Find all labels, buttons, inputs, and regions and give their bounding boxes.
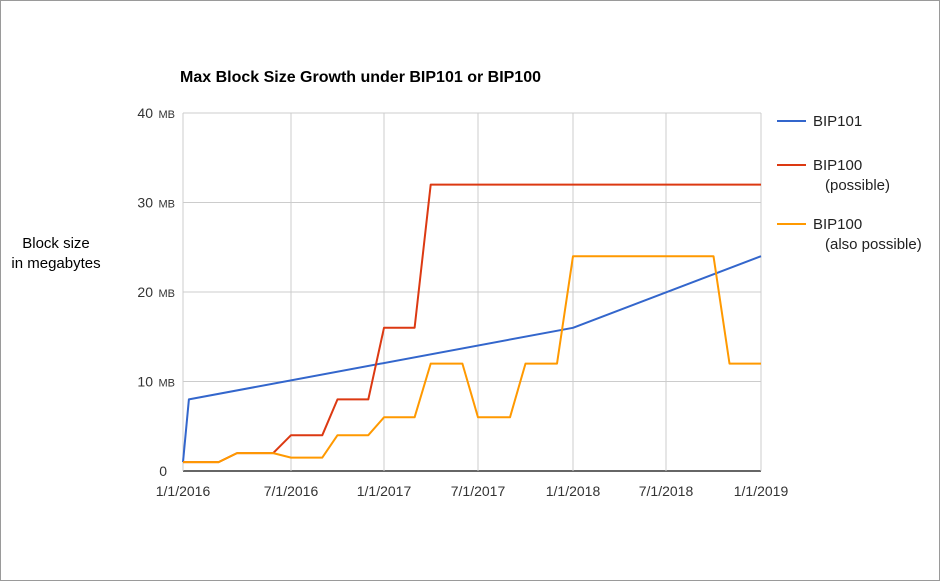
x-tick-label-0: 1/1/2016 [156, 483, 211, 499]
legend-label-0-0: BIP101 [813, 113, 862, 130]
x-tick-label-2: 1/1/2017 [357, 483, 412, 499]
y-tick-unit-30: MB [159, 199, 176, 211]
series-lines [182, 183, 762, 464]
legend-label-1-0: BIP100 [813, 157, 862, 174]
y-tick-label-40: 40 [137, 105, 153, 121]
legend-label-2-0: BIP100 [813, 216, 862, 233]
legend-label-1-1: (possible) [825, 177, 890, 194]
legend-label-2-1: (also possible) [825, 236, 922, 253]
legend: BIP101 BIP100 (possible) BIP100 (also possib… [777, 113, 922, 253]
gridlines [182, 112, 762, 472]
y-tick-unit-40: MB [159, 109, 176, 121]
x-tick-label-6: 1/1/2019 [734, 483, 789, 499]
x-tick-label-4: 1/1/2018 [546, 483, 601, 499]
x-axis-ticks: 1/1/2016 7/1/2016 1/1/2017 7/1/2017 1/1/2018… [156, 483, 789, 499]
series-line-2 [183, 255, 761, 464]
y-tick-label-10: 10 [137, 374, 153, 390]
y-tick-unit-20: MB [159, 288, 176, 300]
chart-title: Max Block Size Growth under BIP101 or BI… [180, 69, 541, 86]
y-tick-unit-10: MB [159, 378, 176, 390]
x-tick-label-1: 7/1/2016 [264, 483, 319, 499]
y-axis-ticks: 0 MB 10 MB 20 MB 30 MB 40 [137, 105, 175, 479]
y-tick-label-20: 20 [137, 284, 153, 300]
x-tick-label-5: 7/1/2018 [639, 483, 694, 499]
series-line-0 [182, 255, 762, 463]
y-tick-label-30: 30 [137, 195, 153, 211]
series-line-1 [183, 183, 761, 464]
x-tick-label-3: 7/1/2017 [451, 483, 506, 499]
y-axis-label-line-2: in megabytes [11, 255, 100, 272]
y-axis-label-line-1: Block size [22, 235, 90, 252]
y-tick-label-0: 0 [159, 463, 167, 479]
